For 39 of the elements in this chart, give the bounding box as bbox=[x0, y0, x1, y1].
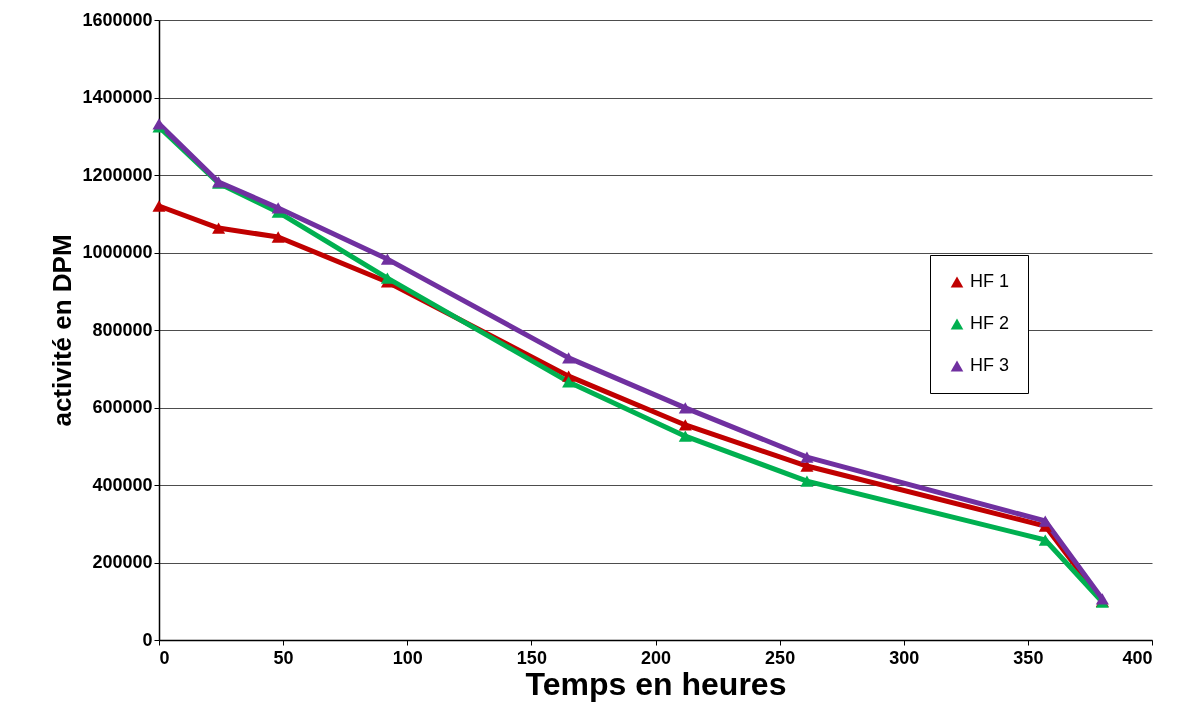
x-tick-label: 400 bbox=[1122, 647, 1153, 668]
x-tick-label: 350 bbox=[1013, 647, 1044, 668]
y-tick-label: 1400000 bbox=[82, 87, 153, 107]
x-tick-label: 300 bbox=[889, 647, 920, 668]
point bbox=[800, 475, 814, 487]
point bbox=[380, 253, 394, 265]
y-tick-label: 1000000 bbox=[82, 242, 153, 262]
legend-label: HF 3 bbox=[970, 355, 1010, 375]
legend-label: HF 1 bbox=[970, 271, 1010, 291]
y-axis-title: activité en DPM bbox=[47, 234, 78, 427]
y-tick-label: 0 bbox=[142, 629, 153, 650]
point bbox=[800, 451, 814, 463]
y-tick-label: 400000 bbox=[92, 474, 153, 495]
x-tick-label: 250 bbox=[765, 647, 796, 668]
x-tick-label: 200 bbox=[640, 647, 672, 668]
point bbox=[678, 419, 692, 431]
point bbox=[152, 200, 166, 212]
point bbox=[562, 352, 576, 364]
point bbox=[212, 222, 226, 234]
x-tick-label: 150 bbox=[516, 647, 547, 668]
y-tick-label: 1600000 bbox=[82, 9, 153, 30]
y-tick-label: 600000 bbox=[92, 397, 153, 417]
x-tick-label: 0 bbox=[159, 647, 170, 668]
point bbox=[678, 430, 692, 442]
point bbox=[271, 231, 285, 243]
legend-label: HF 2 bbox=[970, 313, 1010, 333]
point bbox=[1038, 515, 1052, 527]
point bbox=[562, 376, 576, 388]
y-tick-label: 1200000 bbox=[82, 164, 153, 185]
x-tick-label: 100 bbox=[392, 647, 423, 668]
point bbox=[380, 272, 394, 284]
point bbox=[1038, 534, 1052, 546]
point bbox=[678, 402, 692, 414]
x-tick-label: 50 bbox=[273, 647, 294, 668]
point bbox=[800, 460, 814, 472]
y-tick-label: 200000 bbox=[92, 552, 153, 572]
point bbox=[271, 202, 285, 214]
y-tick-label: 800000 bbox=[92, 319, 153, 340]
x-axis-title: Temps en heures bbox=[525, 665, 787, 702]
